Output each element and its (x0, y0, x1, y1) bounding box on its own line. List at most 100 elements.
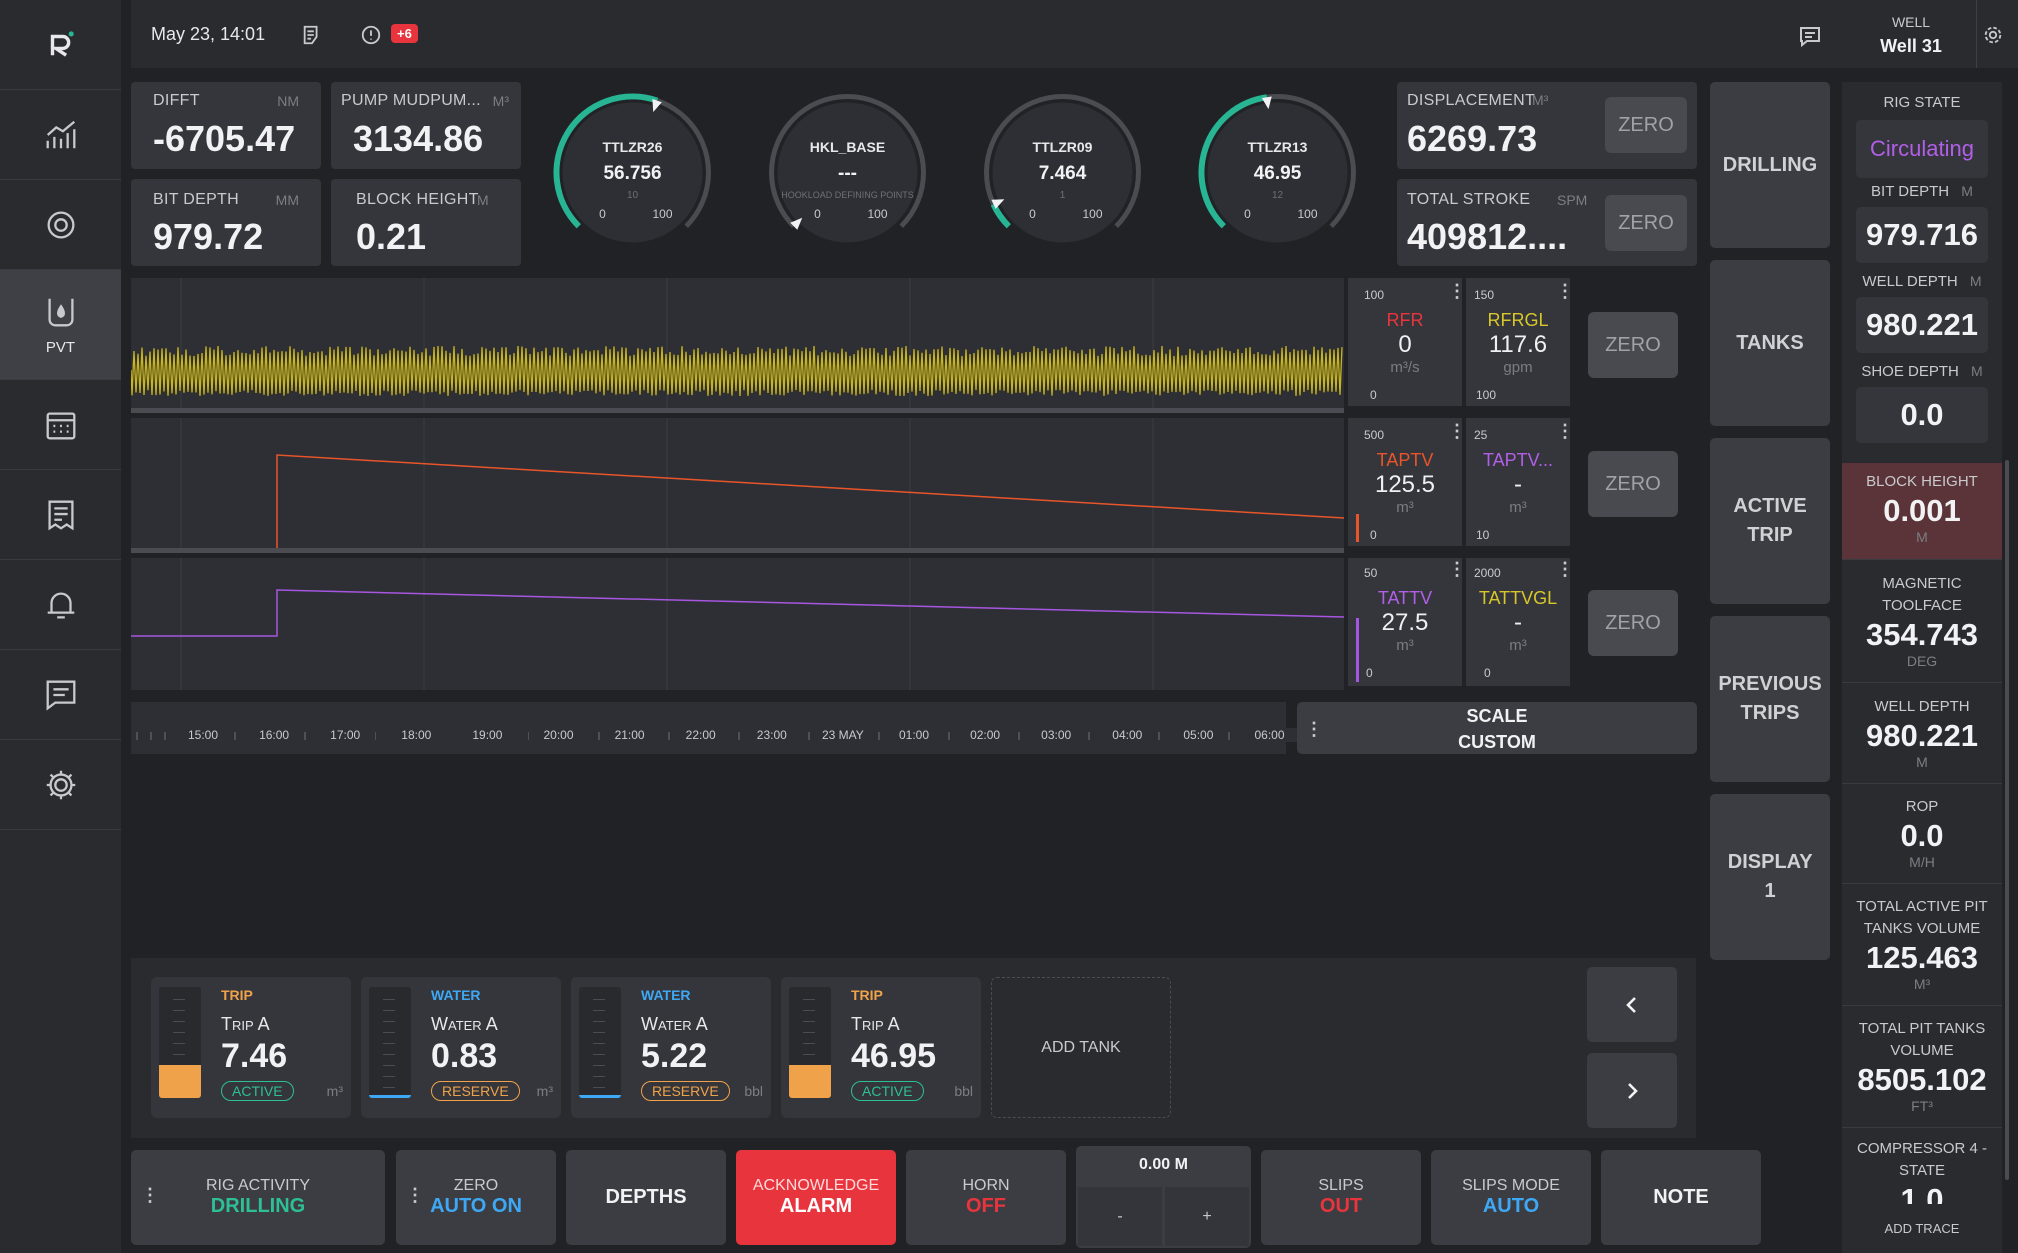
right-value-box[interactable]: 980.221 (1856, 297, 1988, 353)
stepper-minus-button[interactable]: - (1078, 1187, 1162, 1246)
trace-item[interactable]: TOTAL PIT TANKS VOLUME 8505.102 FT³ (1842, 1010, 2002, 1128)
tag-menu-icon[interactable]: ⋮ (1448, 281, 1466, 301)
stepper-plus-button[interactable]: + (1165, 1187, 1249, 1246)
tank-card[interactable]: TRIP Trip A 7.46 ACTIVE m³ (151, 977, 351, 1118)
tag-rfrgl[interactable]: 150 ⋮ RFRGL 117.6 gpm 100 (1466, 278, 1574, 406)
tank-value: 0.83 (431, 1037, 498, 1075)
tag-name: TATTVGL (1478, 588, 1558, 608)
tank-card[interactable]: WATER Water A 5.22 RESERVE bbl (571, 977, 771, 1118)
track-2-plot[interactable] (131, 418, 1344, 553)
trace-item[interactable]: MAGNETIC TOOLFACE 354.743 DEG (1842, 565, 2002, 683)
notes-icon[interactable] (301, 24, 323, 46)
gauge-needle (790, 217, 803, 230)
readout-bit-depth[interactable]: BIT DEPTH MM 979.72 (131, 179, 321, 266)
sidebar-item-target[interactable] (0, 180, 121, 270)
readout-label: BLOCK HEIGHT (356, 191, 479, 208)
right-panel-scrollbar[interactable] (2005, 460, 2009, 1180)
right-value-box[interactable]: 979.716 (1856, 207, 1988, 263)
tag-menu-icon[interactable]: ⋮ (1556, 559, 1574, 579)
gauge-ttlzr13[interactable]: TTLZR13 46.95 12 0 100 (1195, 90, 1360, 255)
trace-item[interactable]: ROP 0.0 M/H (1842, 788, 2002, 884)
alert-info-icon[interactable] (360, 24, 382, 46)
tank-card[interactable]: WATER Water A 0.83 RESERVE m³ (361, 977, 561, 1118)
acknowledge-alarm-button[interactable]: ACKNOWLEDGE ALARM (736, 1150, 896, 1245)
note-button[interactable]: NOTE (1601, 1150, 1761, 1245)
tanks-prev-button[interactable] (1587, 967, 1677, 1042)
tank-name: Trip A (221, 1014, 270, 1034)
chat-icon[interactable] (1798, 24, 1822, 48)
sidebar-item-reports[interactable] (0, 470, 121, 560)
trace-item[interactable]: WELL DEPTH 980.221 M (1842, 688, 2002, 784)
rig-state-value[interactable]: Circulating (1856, 120, 1988, 178)
timeline-tick-label: 15:00 (173, 728, 233, 742)
sidebar-item-messages[interactable] (0, 650, 121, 740)
scale-button[interactable]: ⋮ SCALE CUSTOM (1297, 702, 1697, 754)
zero-label: ZERO (453, 1177, 499, 1194)
slips-mode-button[interactable]: SLIPS MODE AUTO (1431, 1150, 1591, 1245)
sidebar-item-pvt[interactable]: PVT (0, 270, 121, 380)
well-name[interactable]: Well 31 (1880, 36, 1942, 56)
gauge-dial: TTLZR13 46.95 12 0 100 (1198, 94, 1356, 243)
readout-block-height[interactable]: BLOCK HEIGHT M 0.21 (331, 179, 521, 266)
tag-name: RFRGL (1487, 310, 1549, 330)
tag-menu-icon[interactable]: ⋮ (1448, 559, 1466, 579)
tank-card[interactable]: TRIP Trip A 46.95 ACTIVE bbl (781, 977, 981, 1118)
tag-taptv-2[interactable]: 25 ⋮ TAPTV... - m³ 10 (1466, 418, 1574, 546)
trace-item[interactable]: BLOCK HEIGHT 0.001 M (1842, 463, 2002, 560)
sidebar-item-calendar[interactable] (0, 380, 121, 470)
rig-activity-menu-icon[interactable]: ⋮ (141, 1185, 159, 1205)
track-2-zero-button[interactable]: ZERO (1588, 451, 1678, 517)
tank-type: TRIP (221, 987, 253, 1003)
add-trace-button[interactable]: ADD TRACE (1842, 1204, 2002, 1253)
horn-button[interactable]: HORN OFF (906, 1150, 1066, 1245)
timeline[interactable]: 15:00 16:00 17:00 18:00 19:00 20:00 21:00 22:00… (131, 702, 1300, 754)
slips-button[interactable]: SLIPS OUT (1261, 1150, 1421, 1245)
tag-tattv[interactable]: 50 ⋮ TATTV 27.5 m³ 0 (1348, 558, 1466, 686)
add-tank-button[interactable]: ADD TANK (991, 977, 1171, 1118)
gauge-max: 100 (1297, 207, 1317, 221)
displacement-label: DISPLACEMENT (1407, 92, 1536, 109)
gauge-max: 100 (867, 207, 887, 221)
track-1-zero-button[interactable]: ZERO (1588, 312, 1678, 378)
right-value-box[interactable]: 0.0 (1856, 387, 1988, 443)
gauge-name: HKL_BASE (810, 139, 885, 155)
trace-item[interactable]: COMPRESSOR 4 - STATE 1.0 (1842, 1130, 2002, 1205)
sidebar-item-alarms[interactable] (0, 560, 121, 650)
tag-menu-icon[interactable]: ⋮ (1448, 421, 1466, 441)
gauge-face (1207, 102, 1348, 243)
track-3-plot[interactable] (131, 558, 1344, 690)
track-1-plot[interactable] (131, 278, 1344, 413)
depths-button[interactable]: DEPTHS (566, 1150, 726, 1245)
trace-item[interactable]: TOTAL ACTIVE PIT TANKS VOLUME 125.463 M³ (1842, 888, 2002, 1006)
mode-tanks-button[interactable]: TANKS (1710, 260, 1830, 426)
gauge-hkl-base[interactable]: HKL_BASE --- HOOKLOAD DEFINING POINTS 0 100 (765, 90, 930, 255)
displacement-unit: M³ (1532, 92, 1549, 108)
gauge-ttlzr26[interactable]: TTLZR26 56.756 10 0 100 (550, 90, 715, 255)
total-stroke-zero-button[interactable]: ZERO (1605, 195, 1687, 251)
tag-menu-icon[interactable]: ⋮ (1556, 421, 1574, 441)
mode-active-trip-button[interactable]: ACTIVE TRIP (1710, 438, 1830, 604)
tag-taptv[interactable]: 500 ⋮ TAPTV 125.5 m³ 0 (1348, 418, 1466, 546)
scale-menu-icon[interactable]: ⋮ (1305, 719, 1323, 739)
tanks-next-button[interactable] (1587, 1053, 1677, 1128)
tag-menu-icon[interactable]: ⋮ (1556, 281, 1574, 301)
rig-activity-button[interactable]: ⋮ RIG ACTIVITY DRILLING (131, 1150, 385, 1245)
alert-count-badge[interactable]: +6 (391, 24, 418, 43)
mode-drilling-button[interactable]: DRILLING (1710, 82, 1830, 248)
track-3-zero-button[interactable]: ZERO (1588, 590, 1678, 656)
gauge-ttlzr09[interactable]: TTLZR09 7.464 1 0 100 (980, 90, 1145, 255)
readout-difft[interactable]: DIFFT NM -6705.47 (131, 82, 321, 169)
sidebar-item-charts[interactable] (0, 90, 121, 180)
mode-display-button[interactable]: DISPLAY 1 (1710, 794, 1830, 960)
displacement-zero-button[interactable]: ZERO (1605, 97, 1687, 153)
settings-gear-icon[interactable] (1982, 24, 2004, 46)
zero-auto-button[interactable]: ⋮ ZERO AUTO ON (396, 1150, 556, 1245)
tag-tattvgl[interactable]: 2000 ⋮ TATTVGL - m³ 0 (1466, 558, 1574, 686)
tag-rfr[interactable]: 100 ⋮ RFR 0 m³/s 0 (1348, 278, 1466, 406)
zero-menu-icon[interactable]: ⋮ (406, 1185, 424, 1205)
total-stroke-label: TOTAL STROKE (1407, 191, 1531, 208)
readout-pump-mudpump[interactable]: PUMP MUDPUM... M³ 3134.86 (331, 82, 521, 169)
logo[interactable] (0, 0, 121, 90)
sidebar-item-settings[interactable] (0, 740, 121, 830)
mode-previous-trips-button[interactable]: PREVIOUS TRIPS (1710, 616, 1830, 782)
